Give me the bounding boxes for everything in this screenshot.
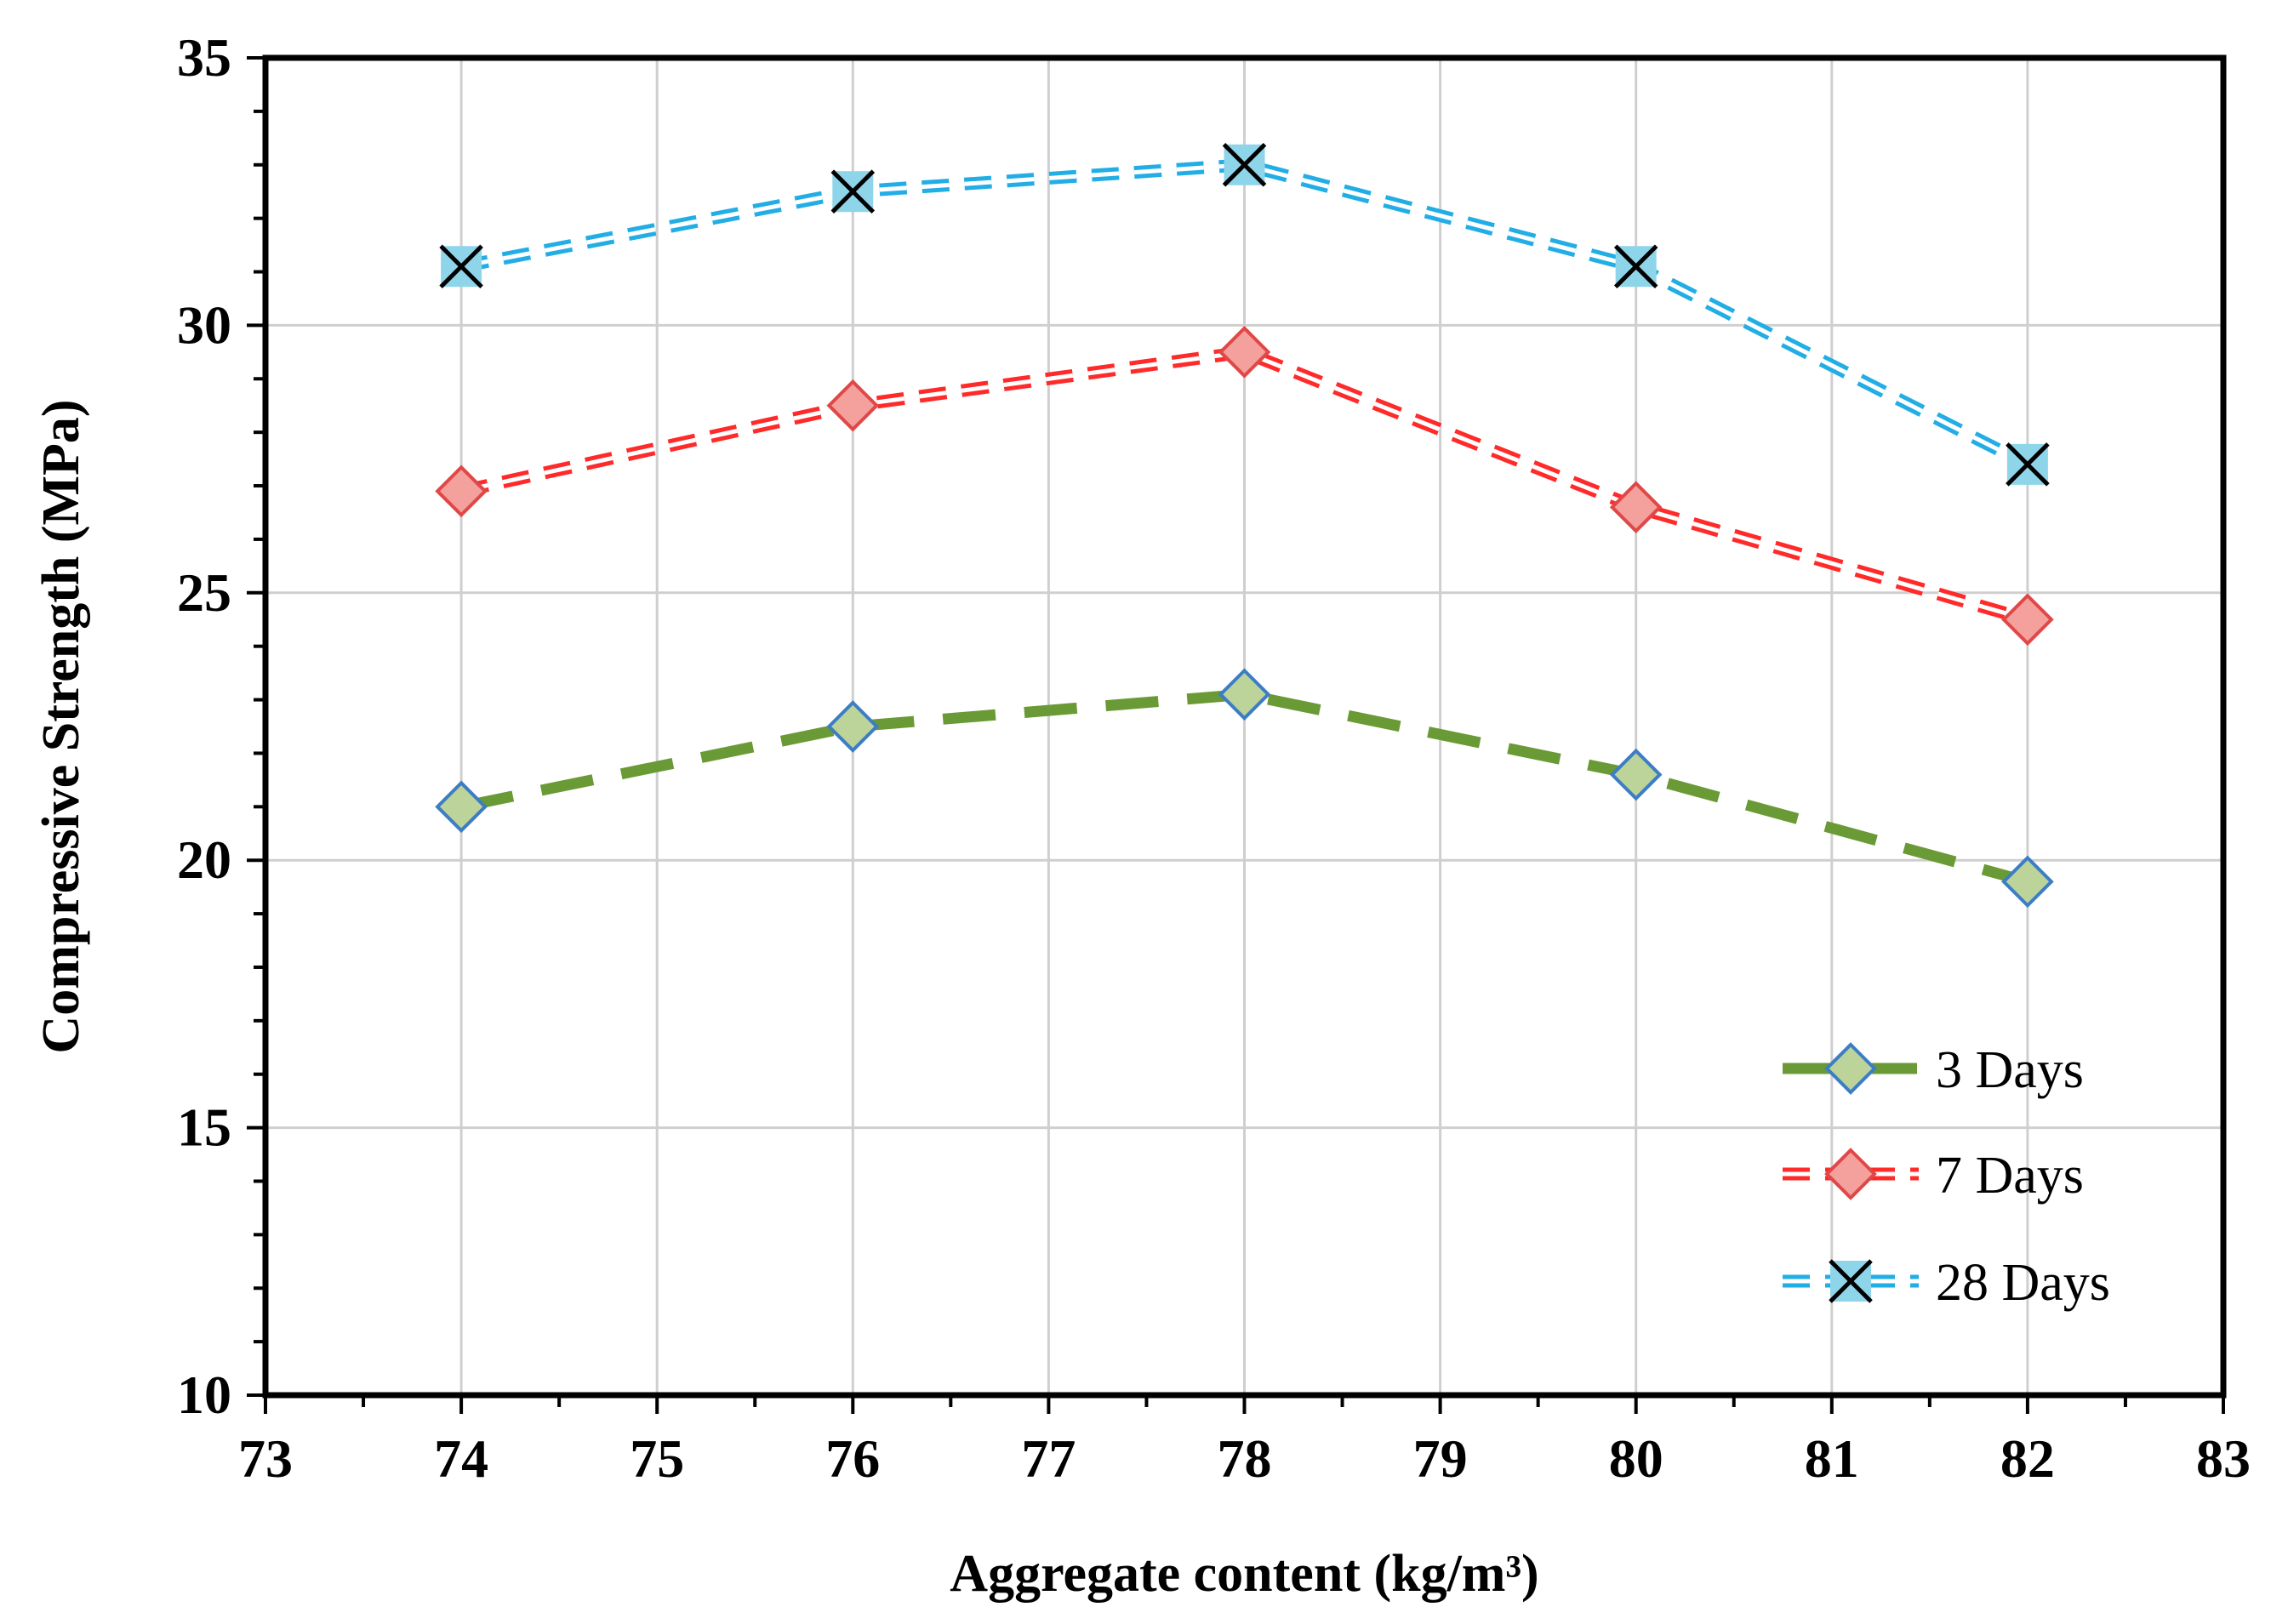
data-point-3-days [435, 780, 488, 834]
data-point-28-days [830, 169, 876, 214]
data-point-3-days [2001, 855, 2054, 909]
legend-marker [1829, 1259, 1873, 1303]
x-tick-label: 83 [2196, 1428, 2251, 1489]
gridlines [265, 58, 2223, 1395]
y-tick-label: 30 [177, 294, 231, 355]
y-axis-title: Compressive Strength (MPa) [32, 399, 90, 1053]
series-line [459, 688, 2029, 887]
x-axis-title: Aggregate content (kg/m³) [950, 1545, 1538, 1603]
data-point-7-days [2001, 593, 2054, 647]
marker-x-stroke [1829, 1259, 1873, 1303]
legend-label: 7 Days [1936, 1147, 2084, 1205]
marker-x-stroke [2006, 442, 2050, 487]
data-point-7-days [435, 464, 488, 518]
data-point-7-days [1218, 326, 1271, 379]
x-tick-label: 73 [238, 1428, 293, 1489]
x-tick-label: 79 [1413, 1428, 1468, 1489]
data-point-28-days [439, 244, 483, 288]
series-7-days [435, 326, 2054, 647]
series-3-days [435, 668, 2054, 909]
y-tick-label: 15 [177, 1097, 231, 1158]
legend-marker [1824, 1148, 1877, 1200]
legend-marker [1824, 1042, 1877, 1095]
y-tick-label: 20 [177, 829, 231, 890]
data-point-3-days [1218, 668, 1271, 721]
data-point-28-days [2006, 442, 2050, 487]
data-point-28-days [1613, 244, 1658, 288]
legend-item-7-days: 7 Days [1783, 1147, 2084, 1205]
y-axis-ticks: 10 15 20 25 30 35 [177, 27, 231, 1425]
legend-label: 3 Days [1936, 1041, 2084, 1099]
legend-item-3-days: 3 Days [1783, 1041, 2084, 1099]
legend-item-28-days: 28 Days [1783, 1254, 2110, 1312]
data-point-28-days [1222, 142, 1267, 187]
y-tick-label: 10 [177, 1365, 231, 1425]
marker-x-stroke [439, 244, 483, 288]
data-point-3-days [826, 700, 880, 753]
x-tick-label: 81 [1805, 1428, 1859, 1489]
x-tick-label: 78 [1218, 1428, 1272, 1489]
x-tick-label: 74 [434, 1428, 488, 1489]
legend-label: 28 Days [1936, 1254, 2110, 1312]
marker-x-stroke [1613, 244, 1658, 288]
x-tick-label: 76 [825, 1428, 880, 1489]
y-tick-label: 25 [177, 562, 231, 623]
marker-x-stroke [1222, 142, 1267, 187]
x-tick-label: 75 [630, 1428, 684, 1489]
data-point-7-days [826, 379, 880, 432]
x-tick-label: 80 [1609, 1428, 1663, 1489]
data-point-7-days [1609, 481, 1663, 534]
plot-frame [262, 54, 2227, 1399]
y-tick-label: 35 [177, 27, 231, 88]
data-point-3-days [1609, 748, 1663, 801]
x-tick-label: 82 [2000, 1428, 2055, 1489]
series-line-inner [460, 350, 2028, 622]
series-layer [435, 142, 2054, 909]
x-axis-ticks: 73 74 75 76 77 78 79 80 81 82 83 [238, 1428, 2251, 1489]
marker-x-stroke [830, 169, 876, 214]
series-28-days [439, 142, 2050, 487]
legend: 3 Days 7 Days 28 Days [1783, 1041, 2110, 1312]
x-tick-label: 77 [1021, 1428, 1076, 1489]
